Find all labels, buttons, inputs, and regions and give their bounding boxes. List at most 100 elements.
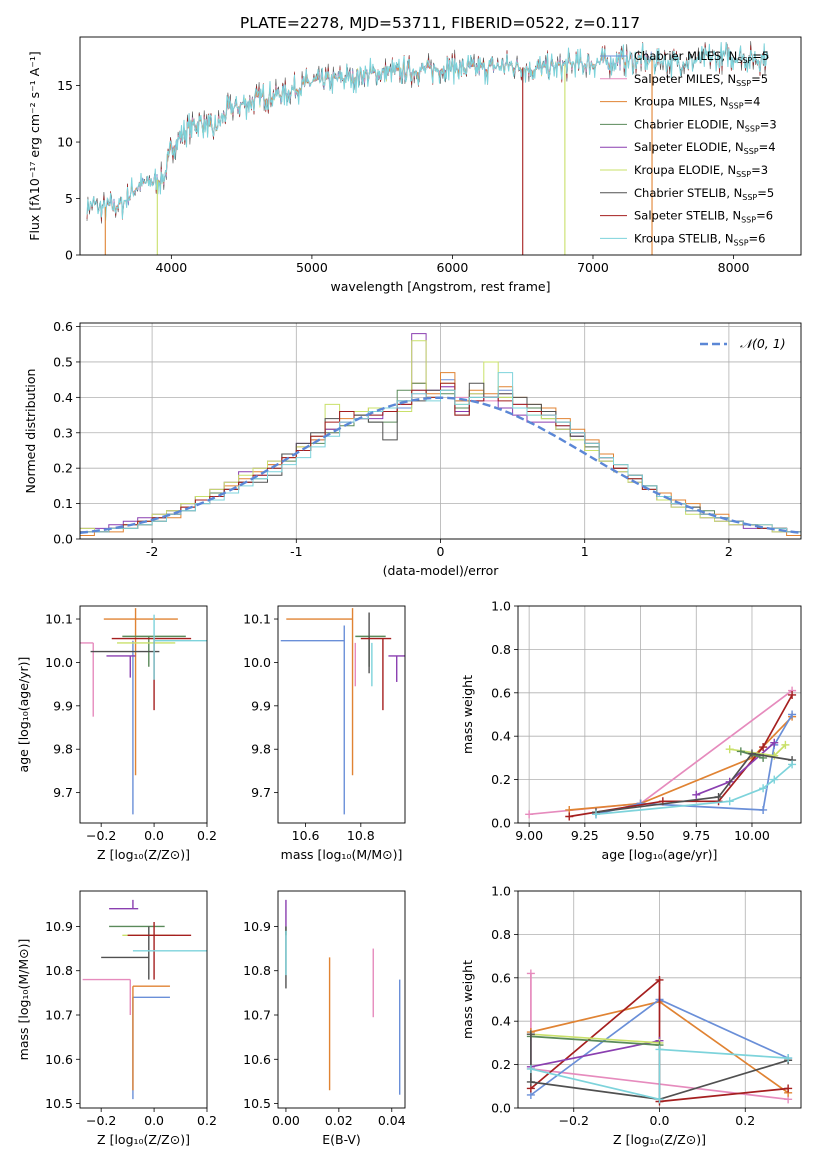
tick-label-x: 0.00: [272, 1113, 300, 1128]
axes-frame: [277, 890, 406, 1109]
tick-label-x: 6000: [437, 260, 469, 275]
tick-label-y: 5: [65, 191, 73, 206]
tick-label-y: 0.0: [491, 816, 511, 831]
spectrum-line-krou_stelib: [86, 42, 769, 221]
spectrum-line-krou_elodie: [157, 59, 565, 187]
x-axis-label: mass [log₁₀(M/M⊙)]: [281, 847, 403, 862]
legend-label: Kroupa MILES, NSSP=4: [634, 95, 760, 111]
massweight_vs_Z-axes: [514, 890, 802, 1112]
spectrum-line-salp_elodie: [157, 60, 565, 188]
tick-label-y: 0.5: [53, 354, 73, 369]
tick-label-x: 10.8: [347, 828, 375, 843]
tick-label-y: 9.9: [251, 698, 271, 713]
tick-label-y: 10.1: [45, 612, 73, 627]
legend-subscript: SSP: [742, 193, 757, 202]
tick-label-y: 9.8: [251, 742, 271, 757]
y-axis-label: age [log₁₀(age/yr)]: [16, 657, 31, 773]
mass-weight-marker: [759, 784, 768, 793]
tick-label-x: 4000: [155, 260, 187, 275]
tick-label-x: −0.2: [86, 1113, 116, 1128]
tick-label-y: 0: [65, 248, 73, 263]
mass_vs_EBV-axes: [274, 890, 406, 1112]
legend-value: =3: [760, 117, 777, 131]
gaussian-reference-curve: [80, 396, 801, 534]
residuals-axes: [76, 322, 802, 543]
mass-weight-marker: [770, 751, 779, 760]
y-axis-label: mass weight: [460, 960, 475, 1039]
x-axis-label: Z [log₁₀(Z/Z⊙)]: [613, 1132, 706, 1147]
mass-weight-marker: [759, 743, 768, 752]
tick-label-y: 0.4: [491, 729, 511, 744]
mass-weight-marker: [714, 792, 723, 801]
tick-label-y: 0.2: [491, 1057, 511, 1072]
mass-weight-marker: [784, 1084, 793, 1093]
legend-value: =5: [751, 72, 768, 86]
mass-weight-marker: [655, 975, 664, 984]
age_vs_mass-marks: [280, 608, 405, 815]
spectrum-axes: [76, 36, 802, 259]
tick-label-y: 9.7: [53, 785, 73, 800]
tick-label-y: 10.5: [243, 1096, 271, 1111]
tick-label-x: 0.04: [378, 1113, 406, 1128]
mass-weight-marker: [788, 760, 797, 769]
tick-label-y: 9.9: [53, 698, 73, 713]
y-axis-label: Flux [fλ10⁻¹⁷ erg cm⁻² s⁻¹ A⁻¹]: [27, 51, 42, 240]
mass-weight-line-chab_elodie: [530, 1035, 660, 1046]
legend-value: =6: [756, 209, 773, 223]
tick-label-y: 10.6: [243, 1052, 271, 1067]
tick-label-y: 0.8: [491, 642, 511, 657]
spectrum-marks: [86, 41, 769, 255]
tick-label-x: −0.2: [86, 828, 116, 843]
age_vs_mass-axes: [274, 605, 406, 827]
tick-label-y: 9.8: [53, 742, 73, 757]
mass-weight-marker: [692, 790, 701, 799]
massweight_vs_Z-marks: [526, 969, 793, 1106]
tick-label-y: 0.2: [491, 772, 511, 787]
mass_vs_Z-axes: [76, 890, 208, 1112]
tick-label-x: 0.0: [144, 828, 164, 843]
tick-label-y: 0.1: [53, 496, 73, 511]
tick-label-x: 1: [581, 544, 589, 559]
mass-weight-marker: [526, 1077, 535, 1086]
tick-label-x: 9.50: [627, 828, 655, 843]
tick-label-y: 0.6: [491, 970, 511, 985]
tick-label-y: 10.0: [243, 655, 271, 670]
tick-label-y: 10.8: [45, 963, 73, 978]
tick-label-y: 15: [57, 78, 73, 93]
x-axis-label: Z [log₁₀(Z/Z⊙)]: [97, 847, 190, 862]
x-axis-label: wavelength [Angstrom, rest frame]: [330, 279, 550, 294]
y-axis-label: mass [log₁₀(M/M⊙)]: [16, 939, 31, 1061]
x-axis-label: E(B-V): [322, 1132, 361, 1147]
mass-weight-marker: [526, 1064, 535, 1073]
tick-label-y: 9.7: [251, 785, 271, 800]
tick-label-x: 7000: [577, 260, 609, 275]
tick-label-y: 0.6: [491, 685, 511, 700]
mass-weight-marker: [655, 1095, 664, 1104]
legend-label: Kroupa ELODIE, NSSP=3: [634, 163, 768, 179]
mass-weight-marker: [736, 747, 745, 756]
tick-label-x: 10.00: [734, 828, 770, 843]
mass-weight-marker: [565, 812, 574, 821]
tick-label-y: 10.8: [243, 963, 271, 978]
mass-weight-line-salp_elodie: [530, 1039, 660, 1068]
legend-value: =3: [751, 163, 768, 177]
legend-subscript: SSP: [736, 79, 751, 88]
massweight_vs_age-marks: [525, 686, 797, 821]
mass-weight-line-chab_stelib: [595, 752, 793, 813]
axes-frame: [79, 605, 208, 824]
tick-label-y: 10.1: [243, 612, 271, 627]
age_vs_Z-marks: [80, 608, 207, 815]
axes-frame: [277, 605, 406, 824]
legend-label: Salpeter STELIB, NSSP=6: [634, 209, 773, 225]
legend-value: =5: [752, 49, 769, 63]
x-axis-label: age [log₁₀(age/yr)]: [602, 847, 718, 862]
mass-weight-marker: [526, 969, 535, 978]
mass-weight-line-krou_stelib: [530, 1048, 789, 1101]
mass-weight-line-krou_elodie: [530, 1033, 660, 1044]
tick-label-x: 0.2: [735, 1113, 755, 1128]
tick-label-x: 0.2: [197, 828, 217, 843]
tick-label-y: 1.0: [491, 599, 511, 614]
tick-label-y: 0.3: [53, 425, 73, 440]
tick-label-x: -1: [290, 544, 302, 559]
